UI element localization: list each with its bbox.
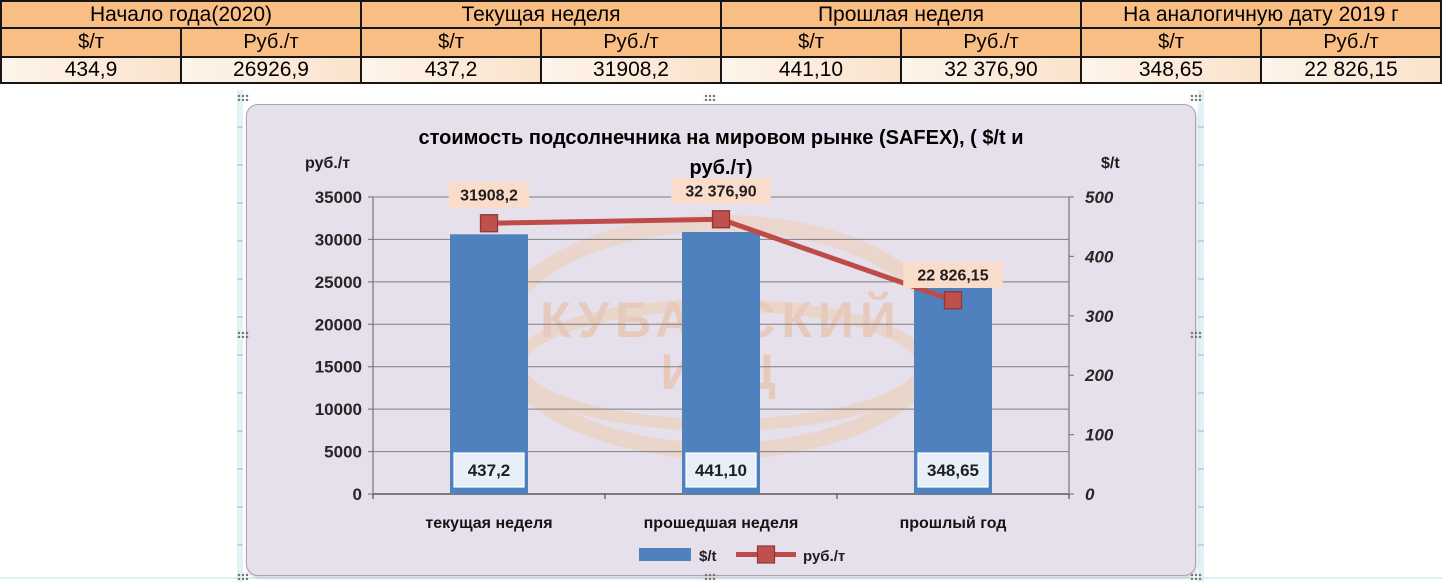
table-subheader[interactable]: $/т xyxy=(1080,27,1262,58)
right-axis-tick-label: 300 xyxy=(1085,307,1114,326)
category-label: текущая неделя xyxy=(425,515,552,532)
plot-area[interactable]: КУБАНСКИЙИКЦ3500030000250002000015000100… xyxy=(247,105,1197,577)
left-axis-tick-label: 5000 xyxy=(324,443,362,462)
price-table: Начало года(2020) Текущая неделя Прошлая н… xyxy=(0,0,1442,84)
bar-value-label-box[interactable] xyxy=(917,452,989,488)
table-group-header[interactable]: Начало года(2020) xyxy=(0,0,362,29)
line-value-label-box[interactable] xyxy=(903,262,1003,288)
line-value-label: 32 376,90 xyxy=(685,184,756,201)
table-value-cell[interactable]: 441,10 xyxy=(720,56,902,84)
left-axis-tick-label: 35000 xyxy=(315,188,362,207)
table-value-cell[interactable]: 31908,2 xyxy=(540,56,722,84)
table-subheader[interactable]: $/т xyxy=(720,27,902,58)
table-group-header[interactable]: На аналогичную дату 2019 г xyxy=(1080,0,1442,29)
category-label: прошедшая неделя xyxy=(644,515,799,532)
table-group-header[interactable]: Текущая неделя xyxy=(360,0,722,29)
selection-handle-bottom-right[interactable] xyxy=(1189,572,1203,580)
selection-handle-top-right[interactable] xyxy=(1189,93,1203,101)
bar-value-label-box[interactable] xyxy=(685,452,757,488)
chart-title-line2: руб./т) xyxy=(689,157,753,179)
table-value-cell[interactable]: 434,9 xyxy=(0,56,182,84)
table-value-cell[interactable]: 22 826,15 xyxy=(1260,56,1442,84)
bar-value-label: 437,2 xyxy=(468,461,511,480)
left-axis-tick-label: 10000 xyxy=(315,400,362,419)
line-marker[interactable] xyxy=(479,214,499,233)
table-subheader[interactable]: $/т xyxy=(360,27,542,58)
line-value-label-box[interactable] xyxy=(671,178,771,204)
chart-object[interactable]: стоимость подсолнечника на мировом рынке… xyxy=(246,104,1196,576)
selection-handle-mid-right[interactable] xyxy=(1189,330,1203,338)
table-subheader[interactable]: $/т xyxy=(0,27,182,58)
left-axis-unit-label: руб./т xyxy=(305,155,351,172)
legend-line-marker[interactable] xyxy=(756,545,776,564)
table-value-cell[interactable]: 26926,9 xyxy=(180,56,362,84)
bar[interactable] xyxy=(682,231,760,494)
left-axis-tick-label: 30000 xyxy=(315,230,362,249)
selection-handle-bottom-center[interactable] xyxy=(703,572,717,580)
chart-title[interactable]: стоимость подсолнечника на мировом рынке… xyxy=(247,123,1195,183)
left-axis-tick-label: 20000 xyxy=(315,315,362,334)
right-axis-tick-label: 100 xyxy=(1085,426,1114,445)
right-axis-tick-label: 0 xyxy=(1085,485,1095,504)
table-subheader[interactable]: Руб./т xyxy=(900,27,1082,58)
table-subheader[interactable]: Руб./т xyxy=(540,27,722,58)
selection-handle-top-left[interactable] xyxy=(236,93,250,101)
table-value-cell[interactable]: 348,65 xyxy=(1080,56,1262,84)
line-value-label: 22 826,15 xyxy=(917,268,988,285)
right-axis-tick-label: 500 xyxy=(1085,188,1114,207)
right-axis-tick-label: 400 xyxy=(1084,247,1114,266)
table-value-row: 434,9 26926,9 437,2 31908,2 441,10 32 376,90 3… xyxy=(0,56,1442,84)
legend[interactable]: $/t руб./т xyxy=(639,545,845,565)
left-axis-tick-label: 15000 xyxy=(315,358,362,377)
line-marker[interactable] xyxy=(711,210,731,229)
right-axis-unit-label: $/t xyxy=(1101,155,1120,172)
table-subheader[interactable]: Руб./т xyxy=(180,27,362,58)
line-value-label: 31908,2 xyxy=(460,188,518,205)
bar-value-label: 348,65 xyxy=(927,461,979,480)
table-subheader[interactable]: Руб./т xyxy=(1260,27,1442,58)
sheet-row-gridline-bottom xyxy=(0,577,1442,579)
legend-label-bar: $/t xyxy=(699,548,717,565)
line-marker[interactable] xyxy=(943,291,963,310)
right-axis-tick-label: 200 xyxy=(1084,366,1114,385)
legend-bar-swatch[interactable] xyxy=(639,548,691,561)
table-group-header[interactable]: Прошлая неделя xyxy=(720,0,1082,29)
selection-handle-top-center[interactable] xyxy=(703,93,717,101)
selection-handle-bottom-left[interactable] xyxy=(236,572,250,580)
left-axis-tick-label: 25000 xyxy=(315,273,362,292)
selection-handle-mid-left[interactable] xyxy=(236,330,250,338)
table-value-cell[interactable]: 437,2 xyxy=(360,56,542,84)
category-label: прошлый год xyxy=(900,515,1007,532)
line-value-label-box[interactable] xyxy=(448,182,530,208)
chart-title-line1: стоимость подсолнечника на мировом рынке… xyxy=(418,127,1024,149)
bar-value-label: 441,10 xyxy=(695,461,747,480)
table-subheader-row: $/т Руб./т $/т Руб./т $/т Руб./т $/т Руб./т xyxy=(0,27,1442,58)
legend-label-line: руб./т xyxy=(803,548,845,565)
bar-value-label-box[interactable] xyxy=(453,452,525,488)
left-axis-tick-label: 0 xyxy=(353,485,362,504)
table-value-cell[interactable]: 32 376,90 xyxy=(900,56,1082,84)
bar[interactable] xyxy=(450,234,528,494)
table-group-row: Начало года(2020) Текущая неделя Прошлая н… xyxy=(0,0,1442,29)
